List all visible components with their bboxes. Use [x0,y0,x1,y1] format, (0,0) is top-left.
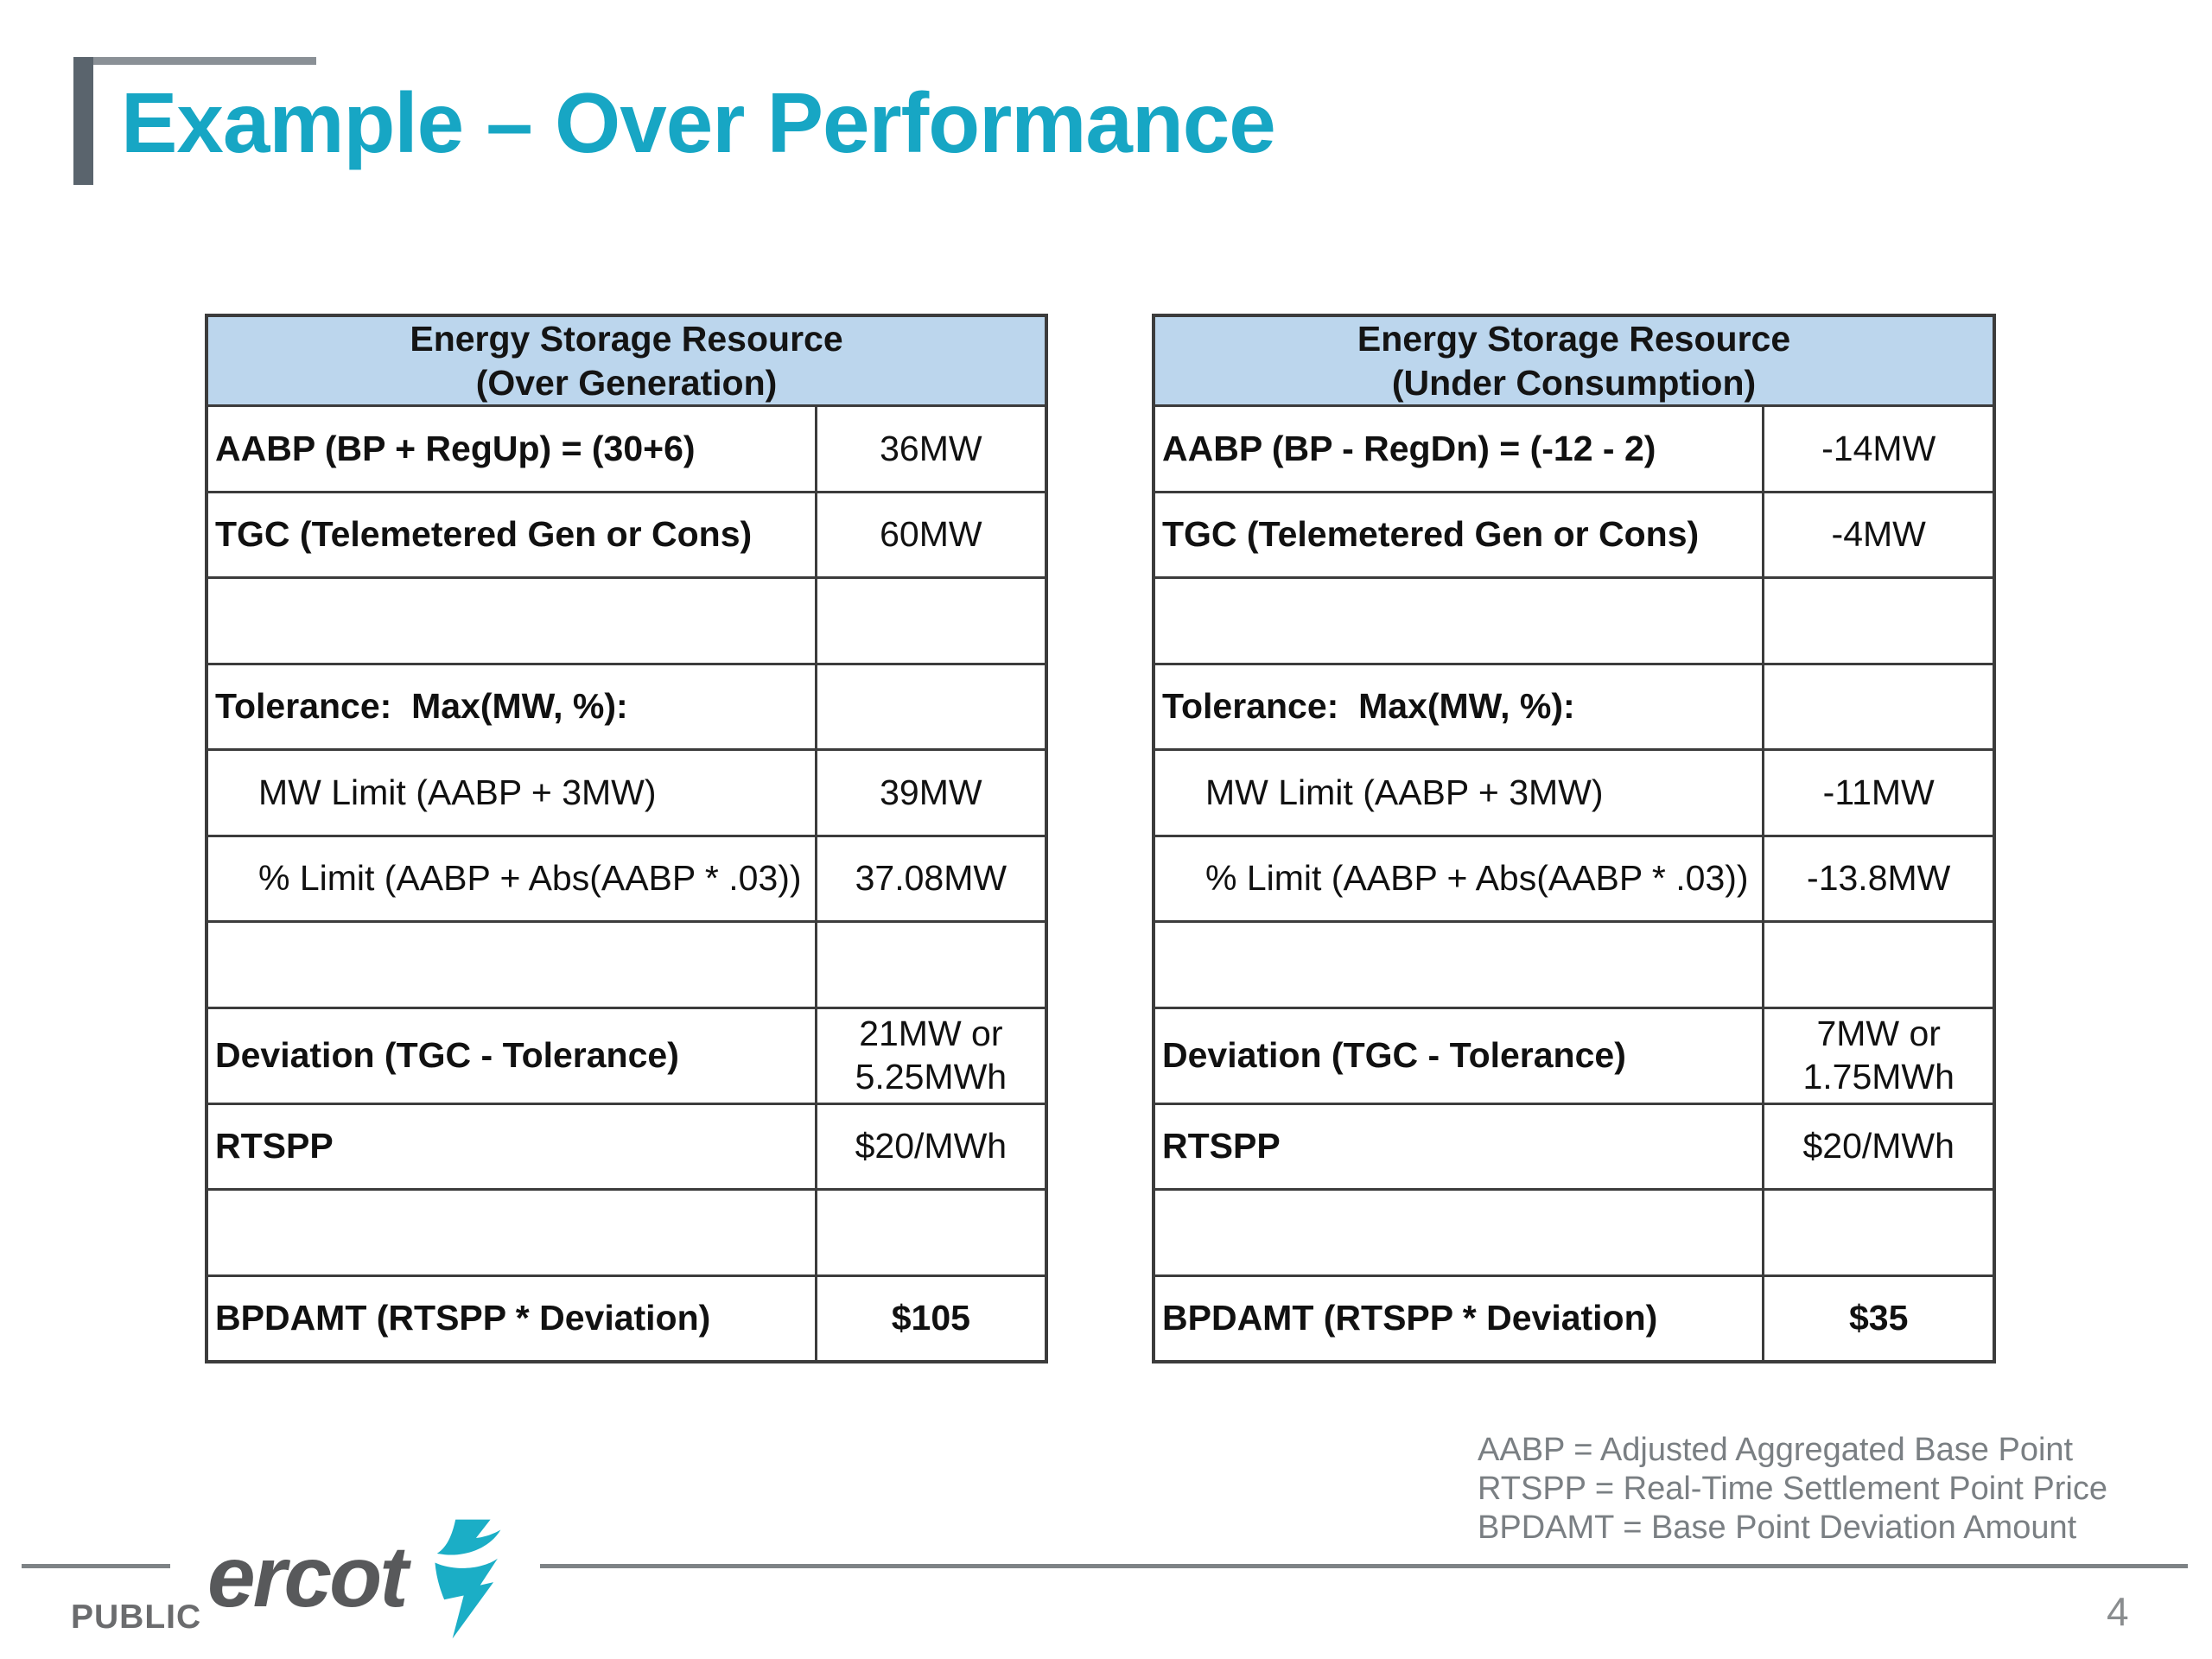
row-label: % Limit (AABP + Abs(AABP * .03)) [1155,836,1765,920]
table-row: TGC (Telemetered Gen or Cons) 60MW [208,493,1045,579]
row-value: 39MW [880,772,982,812]
table-row: RTSPP $20/MWh [1155,1104,1993,1192]
table-row: Deviation (TGC - Tolerance) 21MW or 5.25M… [208,1008,1045,1105]
table-row: RTSPP $20/MWh [208,1104,1045,1192]
table-row: % Limit (AABP + Abs(AABP * .03)) -13.8MW [1155,836,1993,923]
row-value: -13.8MW [1807,858,1951,899]
table-header-line2: (Under Consumption) [1391,362,1757,403]
row-label: RTSPP [208,1104,817,1189]
row-label: BPDAMT (RTSPP * Deviation) [1155,1276,1765,1361]
over-generation-table: Energy Storage Resource (Over Generation… [205,314,1048,1363]
table-row [1155,579,1993,665]
table-header-line1: Energy Storage Resource [410,319,843,359]
table-body: AABP (BP - RegDn) = (-12 - 2) -14MW TGC (T… [1155,407,1993,1361]
row-value: 7MW or 1.75MWh [1802,1014,1955,1096]
row-value [817,923,1045,1007]
row-value [817,665,1045,749]
table-header-over-generation: Energy Storage Resource (Over Generation… [208,317,1045,407]
row-value: $20/MWh [855,1126,1007,1166]
row-value: -4MW [1831,514,1926,555]
legend-line-aabp: AABP = Adjusted Aggregated Base Point [1478,1432,2074,1468]
row-label [1155,923,1765,1007]
table-row: TGC (Telemetered Gen or Cons) -4MW [1155,493,1993,579]
row-label: RTSPP [1155,1104,1765,1189]
row-value: $105 [891,1298,970,1338]
table-row: % Limit (AABP + Abs(AABP * .03)) 37.08MW [208,836,1045,923]
row-value: -11MW [1822,772,1935,812]
row-label [1155,1191,1765,1274]
row-label: Deviation (TGC - Tolerance) [1155,1008,1765,1103]
table-row [208,923,1045,1009]
row-label: Tolerance: Max(MW, %): [208,664,817,748]
row-label [208,1191,817,1274]
row-label [208,923,817,1007]
legend-line-bpdamt: BPDAMT = Base Point Deviation Amount [1478,1510,2077,1546]
acronym-legend: AABP = Adjusted Aggregated Base Point RT… [1478,1431,2107,1548]
table-row [1155,923,1993,1009]
table-row: BPDAMT (RTSPP * Deviation) $105 [208,1276,1045,1361]
row-value: -14MW [1821,428,1936,468]
row-label: AABP (BP + RegUp) = (30+6) [208,407,817,491]
row-value: 21MW or 5.25MWh [855,1014,1007,1096]
ercot-wordmark: ercot [207,1529,409,1625]
row-label: BPDAMT (RTSPP * Deviation) [208,1276,817,1361]
row-value: $35 [1849,1298,1909,1338]
page-number: 4 [2107,1589,2129,1634]
footer-rule-left [22,1564,170,1568]
table-row: AABP (BP - RegDn) = (-12 - 2) -14MW [1155,407,1993,493]
row-value [1764,923,1993,1007]
row-label: MW Limit (AABP + 3MW) [1155,751,1765,835]
table-row [1155,1191,1993,1277]
table-row [208,1191,1045,1277]
table-row: Tolerance: Max(MW, %): [208,664,1045,751]
ercot-logo: ercot [207,1512,518,1650]
table-row: BPDAMT (RTSPP * Deviation) $35 [1155,1276,1993,1361]
row-value [817,579,1045,663]
table-row: AABP (BP + RegUp) = (30+6) 36MW [208,407,1045,493]
row-value: 36MW [880,428,982,468]
classification-label: PUBLIC [71,1599,202,1636]
row-label: TGC (Telemetered Gen or Cons) [208,493,817,576]
table-row: MW Limit (AABP + 3MW) 39MW [208,751,1045,837]
row-label: TGC (Telemetered Gen or Cons) [1155,493,1765,576]
table-row: Tolerance: Max(MW, %): [1155,664,1993,751]
table-header-under-consumption: Energy Storage Resource (Under Consumpti… [1155,317,1993,407]
table-header-line2: (Over Generation) [475,362,778,403]
row-value: 37.08MW [855,858,1007,899]
table-header-line1: Energy Storage Resource [1357,319,1791,359]
title-accent-bar [73,57,93,185]
row-value [817,1191,1045,1274]
row-value: $20/MWh [1802,1126,1955,1166]
table-row: MW Limit (AABP + 3MW) -11MW [1155,751,1993,837]
row-label: AABP (BP - RegDn) = (-12 - 2) [1155,407,1765,491]
row-value [1764,579,1993,663]
row-value [1764,665,1993,749]
row-label: MW Limit (AABP + 3MW) [208,751,817,835]
under-consumption-table: Energy Storage Resource (Under Consumpti… [1152,314,1996,1363]
table-row [208,579,1045,665]
table-row: Deviation (TGC - Tolerance) 7MW or 1.75MW… [1155,1008,1993,1105]
row-label: % Limit (AABP + Abs(AABP * .03)) [208,836,817,920]
row-label [1155,579,1765,663]
page-title: Example – Over Performance [121,75,1276,170]
lightning-bolt-icon [435,1519,501,1639]
row-value: 60MW [880,514,982,555]
row-label [208,579,817,663]
table-body: AABP (BP + RegUp) = (30+6) 36MW TGC (Telem… [208,407,1045,1361]
footer-rule-right [540,1564,2188,1568]
row-label: Deviation (TGC - Tolerance) [208,1008,817,1103]
row-value [1764,1191,1993,1274]
legend-line-rtspp: RTSPP = Real-Time Settlement Point Price [1478,1471,2107,1507]
title-rule [78,57,316,65]
row-label: Tolerance: Max(MW, %): [1155,664,1765,748]
